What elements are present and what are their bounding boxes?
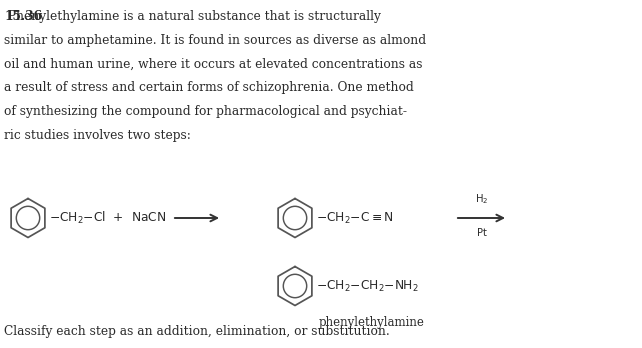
Text: a result of stress and certain forms of schizophrenia. One method: a result of stress and certain forms of …: [4, 81, 414, 94]
Text: similar to amphetamine. It is found in sources as diverse as almond: similar to amphetamine. It is found in s…: [4, 34, 426, 47]
Text: Phenylethylamine is a natural substance that is structurally: Phenylethylamine is a natural substance …: [4, 10, 381, 23]
Text: H$_2$: H$_2$: [475, 193, 488, 206]
Text: phenylethylamine: phenylethylamine: [319, 316, 425, 329]
Text: Classify each step as an addition, elimination, or substitution.: Classify each step as an addition, elimi…: [4, 325, 390, 338]
Text: $-$CH$_2$$-$CH$_2$$-$NH$_2$: $-$CH$_2$$-$CH$_2$$-$NH$_2$: [316, 278, 419, 294]
Text: oil and human urine, where it occurs at elevated concentrations as: oil and human urine, where it occurs at …: [4, 58, 422, 71]
Text: 15.36: 15.36: [4, 10, 42, 23]
Text: of synthesizing the compound for pharmacological and psychiat-: of synthesizing the compound for pharmac…: [4, 105, 407, 118]
Text: ric studies involves two steps:: ric studies involves two steps:: [4, 129, 191, 142]
Text: $-$CH$_2$$-$C$\equiv$N: $-$CH$_2$$-$C$\equiv$N: [316, 211, 394, 226]
Text: Pt: Pt: [476, 228, 487, 237]
Text: $-$CH$_2$$-$Cl  $+$  NaCN: $-$CH$_2$$-$Cl $+$ NaCN: [49, 210, 166, 226]
